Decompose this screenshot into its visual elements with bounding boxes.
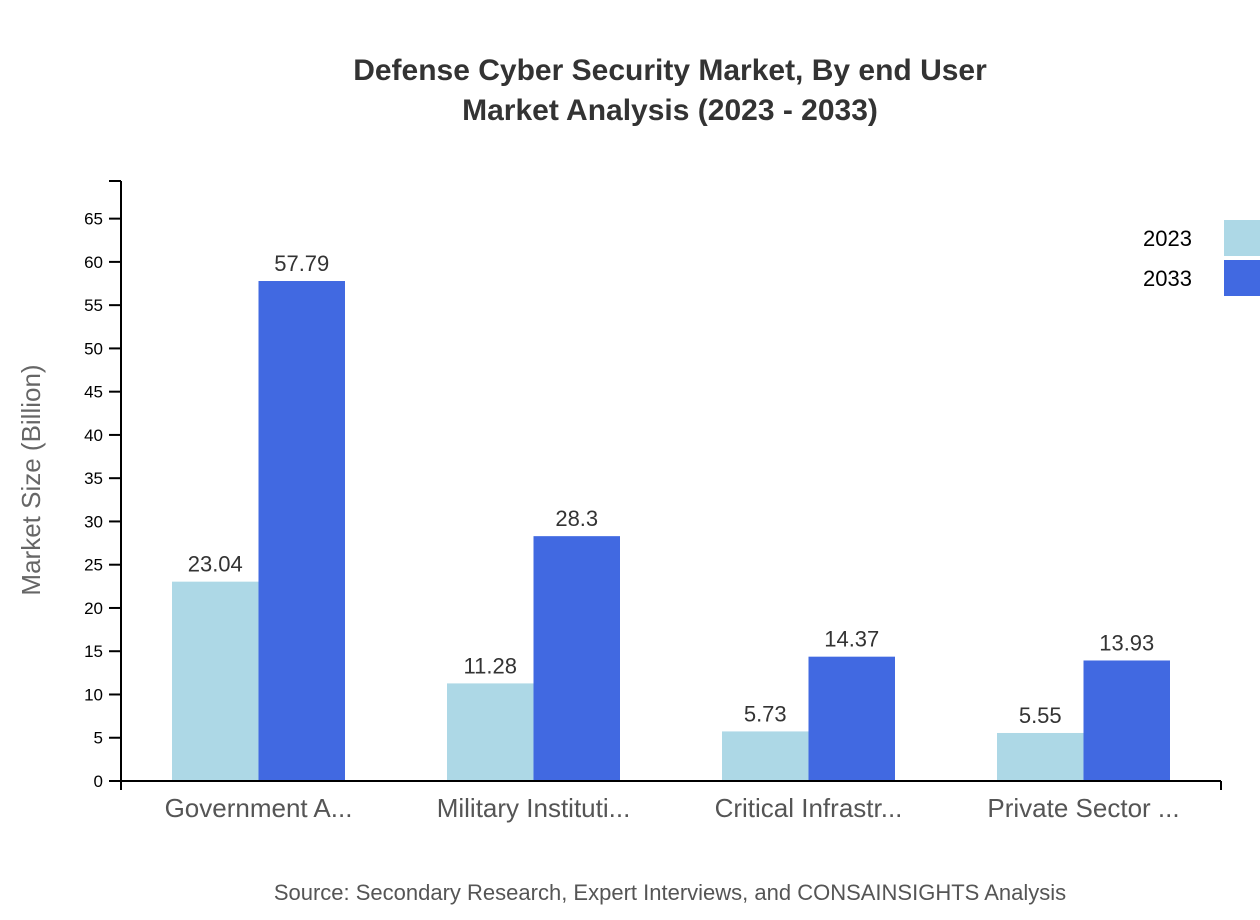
bar-2023-1 [172,581,259,781]
data-label: 28.3 [555,506,598,531]
source-note: Source: Secondary Research, Expert Inter… [274,880,1066,905]
y-tick-label: 20 [84,599,103,618]
y-tick-label: 40 [84,426,103,445]
legend-label-2033: 2033 [1143,266,1192,291]
data-label: 11.28 [464,653,517,678]
data-label: 14.37 [824,627,879,652]
y-axis-label: Market Size (Billion) [16,364,46,595]
y-tick-label: 55 [84,296,103,315]
legend-swatch-2023 [1224,220,1260,256]
data-label: 13.93 [1099,630,1154,655]
y-tick-label: 30 [84,512,103,531]
data-label: 23.04 [188,552,243,577]
y-tick-label: 5 [94,729,103,748]
y-tick-label: 10 [84,685,103,704]
data-label: 5.55 [1019,703,1062,728]
chart-title-line-1: Defense Cyber Security Market, By end Us… [353,54,987,87]
bar-2023-2 [447,683,534,781]
legend: 2023 2033 [1143,220,1260,296]
y-tick-label: 60 [84,253,103,272]
y-tick-label: 35 [84,469,103,488]
x-tick-label: Government A... [165,793,353,823]
data-label: 5.73 [744,701,787,726]
bar-2033-4 [1083,660,1170,781]
bar-2033-2 [533,536,620,781]
bar-2033-3 [808,656,895,781]
chart-title-line-2: Market Analysis (2023 - 2033) [462,94,878,127]
data-label: 57.79 [274,251,329,276]
x-tick-label: Military Instituti... [437,793,631,823]
legend-label-2023: 2023 [1143,226,1192,251]
y-tick-label: 65 [84,210,103,229]
y-tick-label: 45 [84,383,103,402]
x-tick-label: Critical Infrastr... [715,793,903,823]
bar-2023-3 [722,731,809,781]
x-tick-label: Private Sector ... [987,793,1179,823]
y-tick-label: 50 [84,339,103,358]
y-tick-label: 15 [84,642,103,661]
y-axis: 0 5 10 15 20 25 30 35 40 45 50 55 60 65 [84,180,122,791]
legend-swatch-2033 [1224,260,1260,296]
bar-2023-4 [997,732,1084,781]
x-axis: Government A... Military Instituti... Crit… [120,780,1222,823]
bar-2033-1 [258,281,345,781]
y-tick-label: 0 [94,772,103,791]
bars: 23.04 57.79 11.28 28.3 5.73 14.37 5.55 13.93 [172,251,1170,781]
y-tick-label: 25 [84,556,103,575]
